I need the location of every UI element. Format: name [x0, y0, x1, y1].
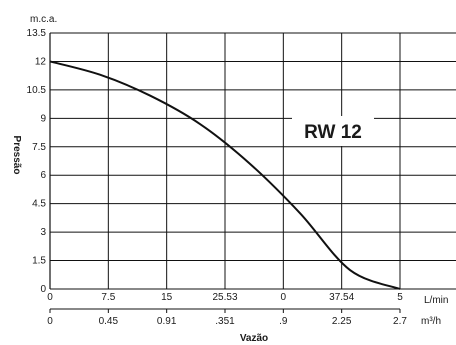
y-tick-label: 0	[40, 284, 46, 295]
x-tick-label-top: 0	[281, 292, 287, 303]
model-label-background	[292, 116, 374, 146]
x-tick-label-bottom: .9	[279, 316, 288, 327]
model-label: RW 12	[304, 122, 362, 143]
y-axis-label: Pressão	[11, 136, 22, 175]
y-tick-label: 13.5	[27, 28, 47, 39]
x-tick-label-top: 37.54	[329, 292, 354, 303]
y-tick-label: 4.5	[32, 199, 46, 210]
x-tick-label-bottom: 2.7	[393, 316, 407, 327]
x-tick-label-top: 15	[161, 292, 173, 303]
x-tick-label-top: 25.53	[212, 292, 237, 303]
x-tick-label-bottom: 2.25	[332, 316, 352, 327]
x-unit-bottom-label: m³/h	[421, 316, 441, 327]
y-tick-label: 6	[40, 170, 46, 181]
y-tick-label: 12	[35, 56, 47, 67]
series-layer	[49, 60, 401, 290]
x-axis-top-ticks: 0 7.5 15 25.53 0 37.54 5	[47, 292, 403, 303]
y-axis-ticks: 13.5 12 10.5 9 7.5 6 4.5 3 1.5 0	[27, 28, 47, 295]
x-tick-label-bottom: .351	[215, 316, 235, 327]
y-tick-label: 9	[40, 113, 46, 124]
x-unit-top-label: L/min	[424, 295, 448, 306]
y-tick-label: 1.5	[32, 256, 46, 267]
x-axis-label: Vazão	[240, 333, 268, 344]
x-tick-label-bottom: 0	[47, 316, 53, 327]
x-tick-label-bottom: 0.45	[99, 316, 119, 327]
y-tick-label: 10.5	[27, 85, 47, 96]
x-tick-label-top: 7.5	[101, 292, 115, 303]
chart-grid	[49, 32, 456, 290]
x-axis-bottom-ticks: 0 0.45 0.91 .351 .9 2.25 2.7	[47, 308, 407, 327]
y-tick-label: 7.5	[32, 142, 46, 153]
y-unit-label: m.c.a.	[30, 14, 57, 25]
y-tick-label: 3	[40, 227, 46, 238]
x-tick-label-top: 0	[47, 292, 53, 303]
x-tick-label-top: 5	[397, 292, 403, 303]
x-tick-label-bottom: 0.91	[157, 316, 177, 327]
pressure-curve	[49, 60, 401, 290]
